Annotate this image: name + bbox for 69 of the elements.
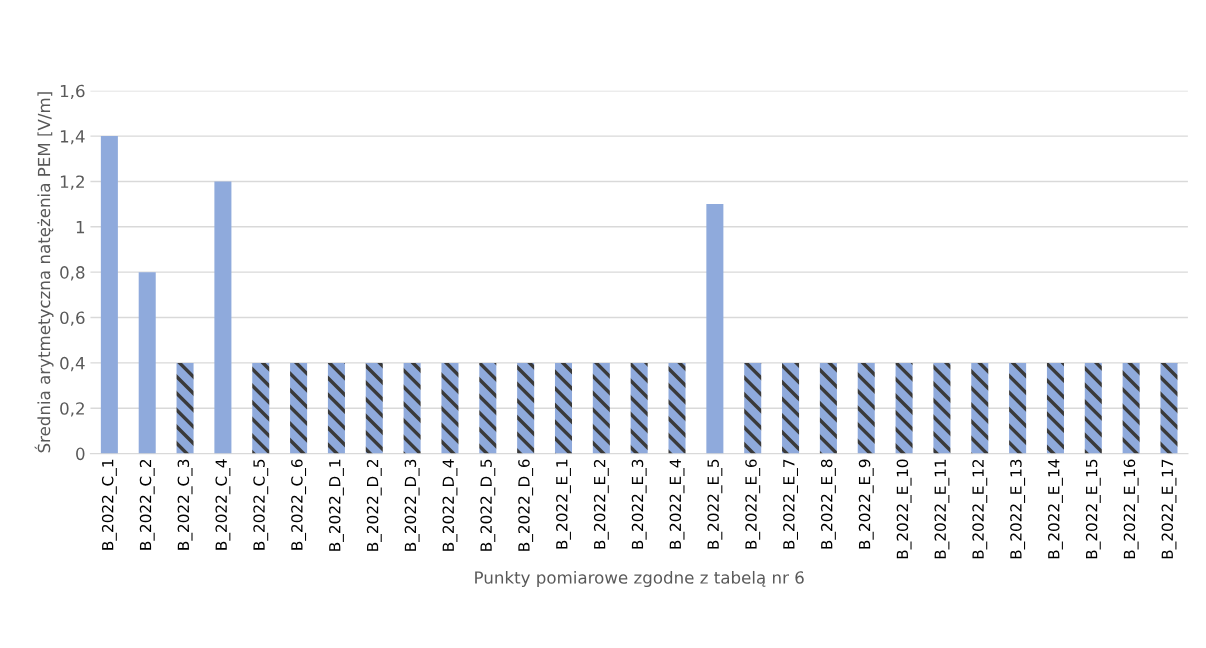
x-tick-label: B_2022_E_11 [934,459,950,559]
bar [214,181,232,454]
x-tick-label: B_2022_E_4 [669,459,685,549]
y-tick-label: 1,6 [60,84,85,99]
bar [1009,362,1027,454]
x-tick-label: B_2022_C_4 [215,459,231,550]
bar [365,362,383,454]
x-tick-label: B_2022_D_4 [442,459,458,551]
bar [782,362,800,454]
x-tick-label: B_2022_D_6 [518,459,534,551]
y-tick-label: 0,4 [60,356,85,372]
x-tick-label: B_2022_C_1 [101,459,117,550]
bar [176,362,194,454]
x-tick-label: B_2022_E_8 [820,459,836,549]
bar [1122,362,1140,454]
x-tick-label: B_2022_E_9 [858,459,874,549]
x-tick-label: B_2022_E_13 [1010,459,1026,559]
x-tick-label: B_2022_E_15 [1085,459,1101,559]
bar [857,362,875,454]
bar [895,362,913,454]
x-tick-label: B_2022_C_6 [291,459,307,550]
bar [933,362,951,454]
bar [554,362,573,454]
x-tick-label: B_2022_E_2 [593,459,609,549]
bar [327,362,345,454]
x-tick-label: B_2022_C_3 [177,459,193,550]
bar [1046,362,1064,454]
y-tick-label: 0,2 [60,402,84,417]
bar [403,362,421,454]
x-tick-label: B_2022_E_17 [1161,459,1177,559]
y-tick-label: 0,8 [60,266,85,281]
x-axis-title: Punkty pomiarowe zgodne z tabelą nr 6 [475,570,804,588]
bar [441,362,459,454]
y-tick-label: 1,4 [60,130,85,145]
y-tick-label: 1,2 [60,175,84,190]
bar [1084,362,1102,454]
x-tick-label: B_2022_E_1 [556,459,571,549]
bar [290,362,308,454]
bar [100,136,118,454]
x-tick-label: B_2022_C_5 [253,459,269,550]
bar [252,362,270,454]
x-tick-label: B_2022_E_10 [896,459,912,559]
bar [706,204,724,454]
x-tick-label: B_2022_E_3 [631,459,647,549]
x-tick-label: B_2022_D_2 [366,459,382,551]
bar [1160,362,1178,454]
x-tick-label: B_2022_E_6 [745,459,761,549]
y-tick-label: 0 [76,447,85,461]
x-tick-label: B_2022_E_7 [783,459,799,549]
y-tick-label: 0,6 [60,311,85,326]
x-tick-label: B_2022_D_1 [328,459,344,551]
bar [744,362,762,454]
x-tick-label: B_2022_C_2 [139,459,155,550]
y-axis-title: Średnia arytmetyczna natężenia PEM [V/m] [34,92,54,453]
y-tick-label: 1 [76,220,85,234]
x-tick-label: B_2022_E_14 [1047,459,1063,559]
x-tick-label: B_2022_D_3 [404,459,420,551]
x-tick-label: B_2022_E_16 [1123,459,1139,559]
x-tick-label: B_2022_E_5 [707,459,723,549]
bar [630,362,648,454]
bar [592,362,610,454]
bar [517,362,535,454]
bar [819,362,837,454]
x-tick-label: B_2022_E_12 [972,459,988,559]
bar [138,272,156,454]
bar [479,362,497,454]
x-tick-label: B_2022_D_5 [480,459,496,551]
bar [971,362,989,454]
bar [668,362,686,454]
